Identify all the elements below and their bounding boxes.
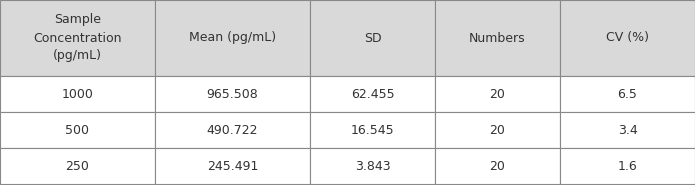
Text: 20: 20 (489, 159, 505, 172)
Text: 20: 20 (489, 124, 505, 137)
Text: 6.5: 6.5 (618, 88, 637, 100)
Text: 965.508: 965.508 (206, 88, 259, 100)
Text: 250: 250 (65, 159, 90, 172)
Bar (560, 76, 695, 112)
Bar (0, 76, 155, 112)
Bar (155, 76, 310, 112)
Bar (435, 148, 560, 184)
Bar (310, 112, 435, 148)
Bar (560, 112, 695, 148)
Text: Numbers: Numbers (469, 31, 526, 45)
Text: 490.722: 490.722 (206, 124, 259, 137)
Bar (435, 0, 560, 76)
Bar (435, 112, 560, 148)
Text: 245.491: 245.491 (207, 159, 258, 172)
Bar (310, 0, 435, 76)
Text: 62.455: 62.455 (351, 88, 394, 100)
Text: SD: SD (363, 31, 382, 45)
Text: 1.6: 1.6 (618, 159, 637, 172)
Text: Mean (pg/mL): Mean (pg/mL) (189, 31, 276, 45)
Text: 3.4: 3.4 (618, 124, 637, 137)
Bar (0, 0, 155, 76)
Text: 16.545: 16.545 (351, 124, 394, 137)
Bar (0, 112, 155, 148)
Bar (310, 148, 435, 184)
Bar (155, 0, 310, 76)
Bar (560, 0, 695, 76)
Bar (0, 148, 155, 184)
Text: 20: 20 (489, 88, 505, 100)
Text: 3.843: 3.843 (354, 159, 391, 172)
Text: 1000: 1000 (62, 88, 93, 100)
Text: Sample
Concentration
(pg/mL): Sample Concentration (pg/mL) (33, 14, 122, 63)
Bar (435, 76, 560, 112)
Text: 500: 500 (65, 124, 90, 137)
Bar (310, 76, 435, 112)
Bar (155, 148, 310, 184)
Text: CV (%): CV (%) (606, 31, 649, 45)
Bar (155, 112, 310, 148)
Bar (560, 148, 695, 184)
